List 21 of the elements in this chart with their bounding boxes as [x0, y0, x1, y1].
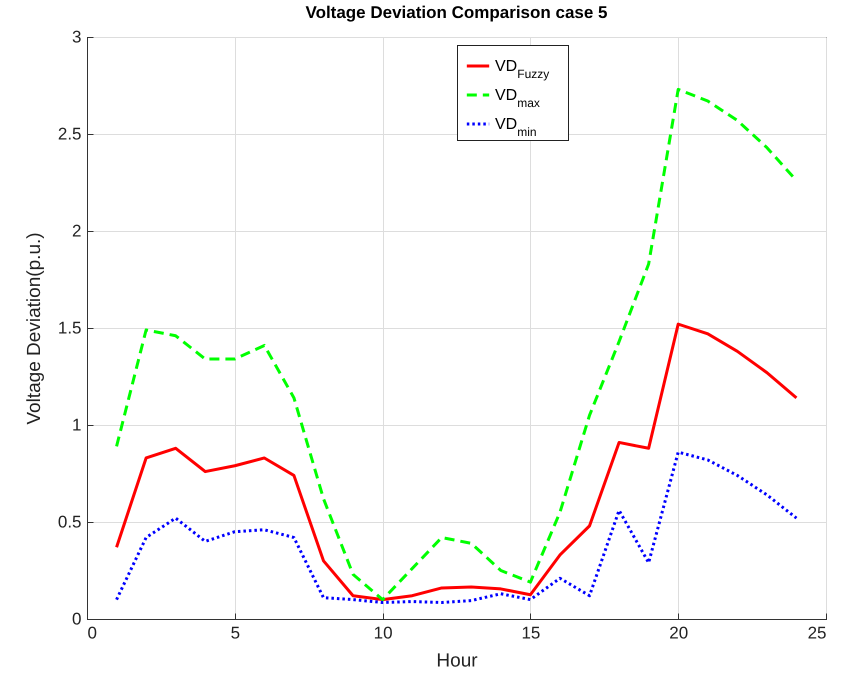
legend-label: VD$_{Fuzzy}$ [495, 58, 550, 81]
y-tick-label: 0 [72, 610, 82, 628]
legend-label: VD$_{max}$ [495, 87, 540, 110]
y-axis-title: Voltage Deviation(p.u.) [24, 232, 45, 425]
chart-title: Voltage Deviation Comparison case 5 [306, 3, 608, 22]
line-series [115, 322, 798, 602]
y-tick-label: 2.5 [58, 124, 82, 144]
legend-label: VD$_{min}$ [495, 116, 537, 139]
y-tick-label: 1 [72, 416, 82, 434]
y-tick-label: 2 [72, 222, 82, 240]
x-tick-label: 0 [88, 624, 97, 642]
x-tick-label: 25 [808, 624, 826, 642]
x-tick-label: 20 [669, 624, 688, 642]
x-axis-title: Hour [436, 650, 478, 672]
x-tick-label: 5 [230, 624, 240, 642]
y-tick-label: 3 [72, 28, 82, 46]
x-tick-label: 15 [521, 624, 540, 642]
x-tick-label: 10 [374, 624, 393, 642]
y-tick-label: 1.5 [58, 318, 82, 338]
line-series [115, 450, 798, 604]
y-tick-label: 0.5 [58, 512, 82, 532]
